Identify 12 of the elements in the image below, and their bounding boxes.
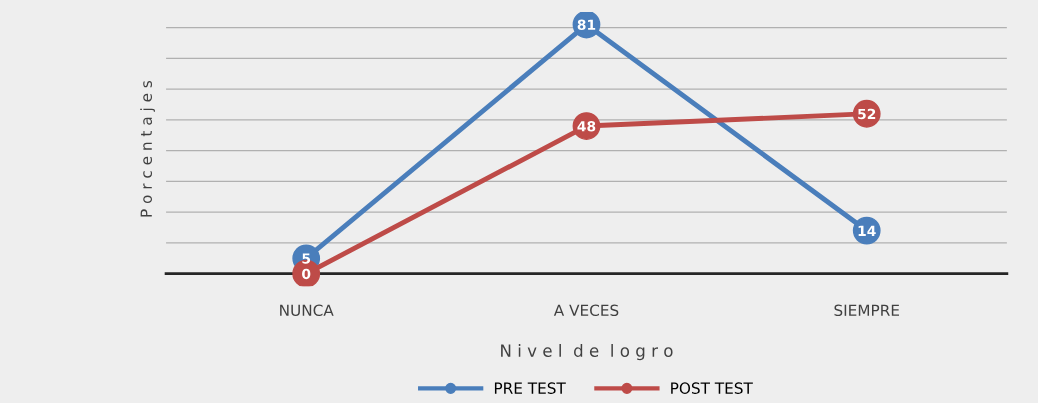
x-tick-label: A VECES bbox=[553, 304, 619, 317]
data-label: 81 bbox=[577, 19, 596, 31]
data-label: 52 bbox=[858, 108, 876, 120]
data-label: 14 bbox=[858, 225, 876, 236]
x-axis-title: N i v e l d e l o g r o bbox=[501, 344, 673, 361]
x-tick-label: SIEMPRE bbox=[834, 304, 900, 317]
legend-label: POST TEST bbox=[671, 382, 753, 394]
data-label: 48 bbox=[577, 121, 596, 132]
x-tick-label: NUNCA bbox=[280, 304, 334, 317]
data-label: 0 bbox=[302, 268, 311, 280]
y-axis-title: P o r c e n t a j e s bbox=[140, 80, 155, 217]
legend-label: PRE TEST bbox=[494, 382, 566, 394]
